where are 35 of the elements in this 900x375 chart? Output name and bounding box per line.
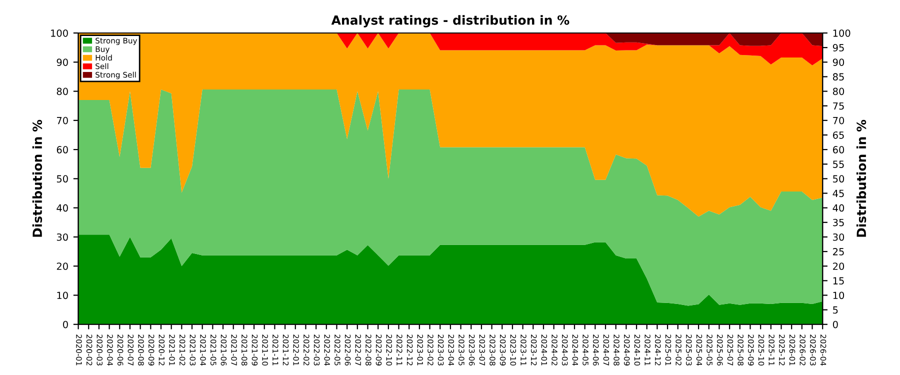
- y2-tick-label: 55: [833, 160, 844, 168]
- y-tick-label: 90: [56, 58, 68, 66]
- y2-tick-label: 60: [833, 146, 844, 154]
- y2-tick-label: 40: [832, 204, 844, 212]
- y-tick-label: 60: [56, 146, 68, 154]
- y2-tick-label: 80: [832, 88, 844, 96]
- y2-tick-label: 10: [833, 292, 844, 300]
- y2-tick-label: 95: [832, 44, 844, 52]
- y2-tick-label: 65: [833, 131, 844, 139]
- y2-tick-label: 25: [833, 248, 844, 256]
- y2-tick-label: 45: [832, 190, 844, 198]
- y2-tick-label: 0: [832, 320, 838, 328]
- y2-axis-title: Distribution in %: [856, 120, 866, 237]
- y2-tick-label: 15: [833, 277, 844, 284]
- y-tick-label: 10: [57, 292, 68, 300]
- y2-tick-label: 90: [832, 58, 844, 66]
- y2-tick-label: 30: [833, 233, 844, 241]
- y-tick-label: 50: [56, 175, 68, 183]
- y2-tick-label: 75: [833, 102, 844, 110]
- y-tick-label: 40: [56, 204, 68, 212]
- y2-tick-label: 5: [833, 306, 838, 314]
- y2-tick-label: 100: [833, 29, 850, 37]
- y-axis-title: Distribution in %: [32, 120, 42, 237]
- y2-tick-label: 85: [832, 73, 844, 81]
- y2-tick-label: 20: [833, 262, 844, 270]
- y2-tick-label: 70: [833, 116, 844, 124]
- y2-tick-label: 50: [833, 175, 844, 183]
- y2-tick-label: 35: [833, 218, 844, 226]
- y-tick-label: 20: [56, 262, 68, 270]
- y-tick-label: 80: [56, 88, 68, 96]
- y-tick-label: 100: [51, 29, 68, 37]
- y-tick-label: 0: [63, 320, 68, 328]
- chart-title: Analyst ratings - distribution in %: [331, 15, 570, 28]
- y-tick-label: 30: [56, 233, 68, 241]
- y-tick-label: 70: [57, 116, 68, 124]
